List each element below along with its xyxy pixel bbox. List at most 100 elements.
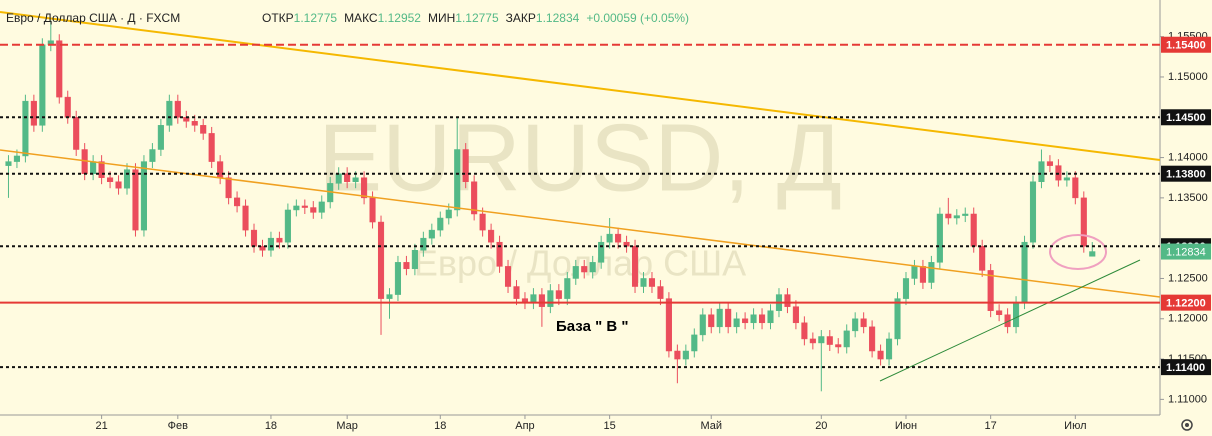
candle-body [200,125,207,134]
candle-body [22,100,29,157]
candle-body [1038,161,1045,182]
candle-body [682,350,689,360]
level-label: 1.15400 [1166,40,1206,52]
candle-body [420,237,427,251]
x-tick-label: Июн [895,420,917,432]
candle-body [615,233,622,243]
field-value: 1.12775 [294,11,338,25]
level-label: 1.13800 [1166,169,1206,181]
candle-body [276,237,283,243]
x-tick-label: Апр [515,420,534,432]
y-tick-label: 1.13500 [1168,192,1208,204]
candle-body [919,266,926,283]
candle-body [1021,241,1028,303]
candle-body [953,215,960,219]
candle-body [73,117,80,150]
current-price-label: 1.12834 [1166,246,1206,258]
x-tick-label: 18 [434,420,446,432]
field-label: ОТКР [262,11,294,25]
x-tick-label: 20 [815,420,827,432]
candle-body [555,290,562,299]
candle-body [411,250,418,270]
gear-center[interactable] [1185,423,1189,427]
candle-body [234,197,241,207]
candle-body [987,270,994,311]
candle-body [437,217,444,231]
settings-icon[interactable] [1181,419,1193,431]
candle-body [462,149,469,182]
candle-body [665,298,672,352]
candle-body [598,241,605,263]
candle-body [835,344,842,348]
candle-body [98,161,105,178]
candle-body [631,245,639,287]
header: Евро / Доллар США · Д · FXCM ОТКР1.12775… [6,11,689,25]
candle-body [902,278,910,299]
candle-body [259,245,266,251]
candle-body [530,294,537,303]
field-value: 1.12952 [378,11,422,25]
candle-body [403,262,410,270]
candle-body [217,161,224,178]
candle-body [708,314,715,328]
candle-body [1046,161,1053,166]
candle-body [742,318,749,324]
candle-body [589,262,596,273]
candle-body [428,229,435,239]
candle-body [471,181,478,215]
candle-body [225,177,232,199]
field-label: ЗАКР [506,11,536,25]
candle-body [911,266,918,279]
candle-body [809,338,816,344]
candle-body [208,133,215,162]
candle-body [513,286,520,299]
candle-body [996,310,1003,315]
candle-body [1089,251,1096,257]
candle-body [869,326,876,352]
candle-body [132,169,139,231]
candle-body [979,245,986,271]
marks [5,20,1096,392]
candle-body [90,161,97,174]
candle-body [39,44,46,126]
trend-line [879,259,1141,382]
symbol: Евро / Доллар США · Д · FXCM [6,11,180,25]
candle-body [674,350,681,360]
highlight-ellipse [1049,234,1107,270]
x-tick-label: 17 [985,420,997,432]
candle-body [242,205,249,231]
candle-body [657,286,664,299]
candle-body [886,338,893,360]
candle-body [852,318,859,332]
candle-body [377,221,385,299]
candle-body [1080,197,1087,247]
candle-body [293,205,300,211]
y-tick-label: 1.12500 [1168,272,1208,284]
x-tick-label: Июл [1064,420,1086,432]
candle-body [936,213,943,263]
candle-body [479,213,486,231]
candle-body [394,262,402,295]
candle-body [767,310,774,324]
y-tick-label: 1.11000 [1168,393,1207,405]
change: +0.00059 (+0.05%) [586,11,689,25]
level-label: 1.11400 [1166,362,1205,374]
level-label-box [1161,109,1211,126]
watermark-subtitle: Евро / Доллар США [414,243,746,284]
x-tick-label: 21 [95,420,107,432]
gear[interactable] [1181,419,1193,431]
level-label: 1.12200 [1166,298,1206,310]
candle-body [496,241,503,267]
candle-body [504,266,512,287]
candle-body [784,294,791,307]
field-value: 1.12775 [455,11,499,25]
candle-body [13,155,20,162]
y-tick-label: 1.15000 [1168,71,1208,83]
candle-body [352,177,359,182]
candle-body [962,213,969,216]
watermark: EURUSD, Д [318,104,842,211]
annotation: База " В " [556,318,628,335]
x-tick-label: 15 [604,420,616,432]
